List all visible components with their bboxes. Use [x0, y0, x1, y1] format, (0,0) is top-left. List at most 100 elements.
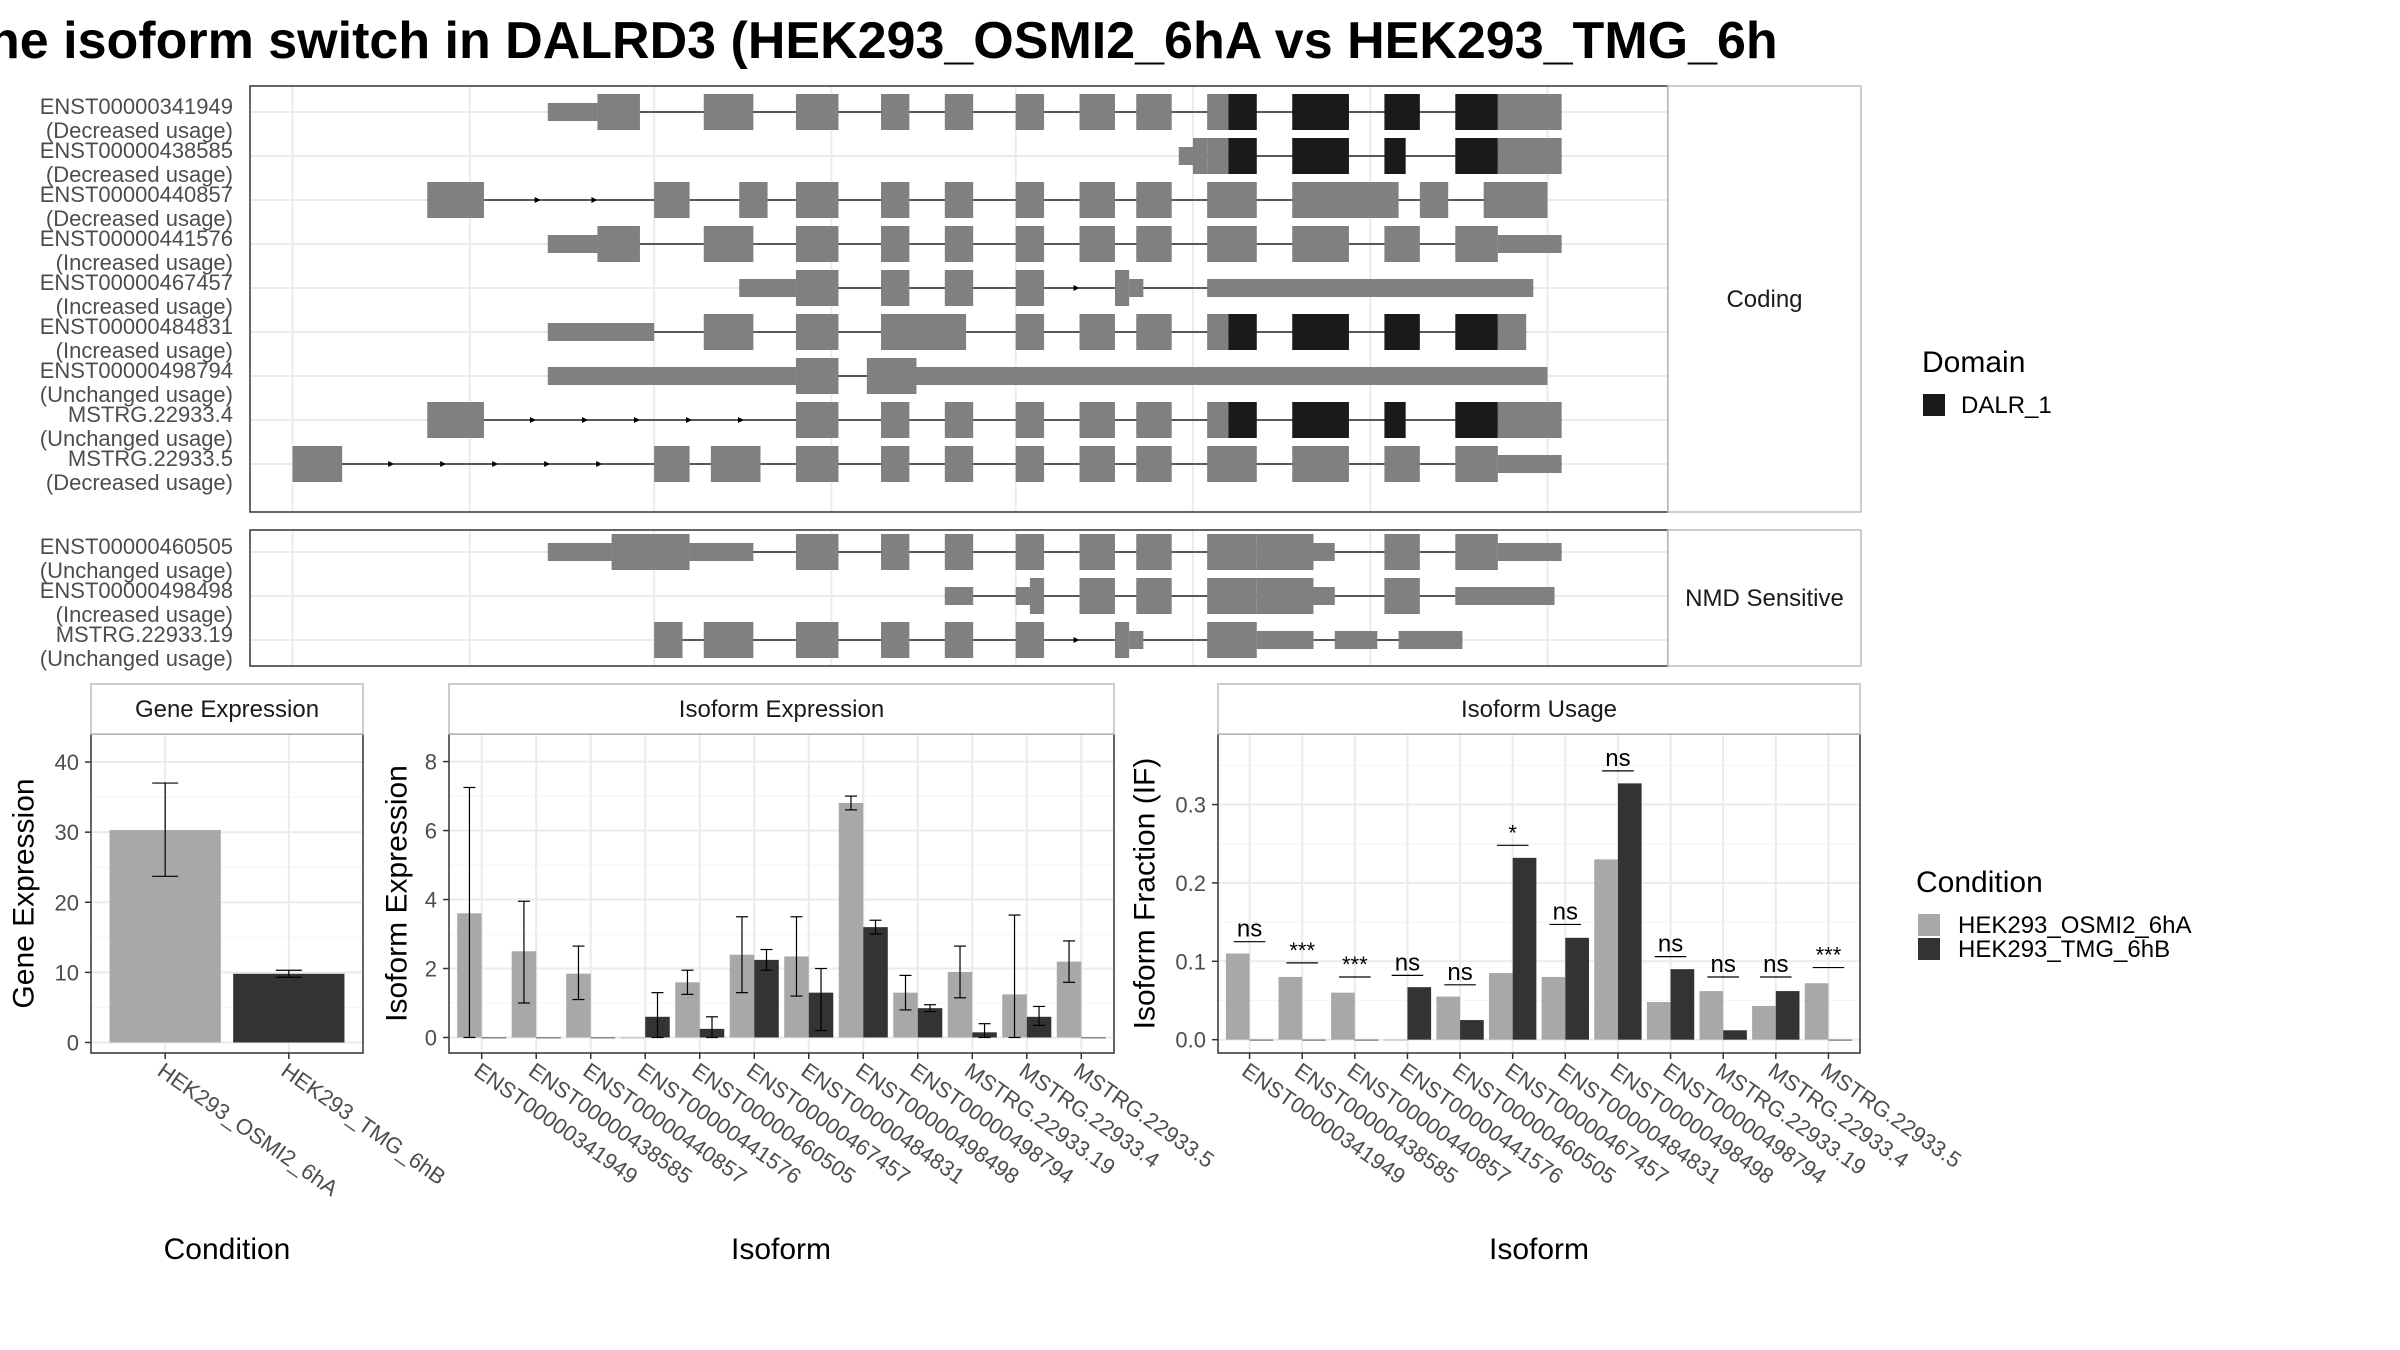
facet-strip-label: Coding	[1726, 286, 1802, 313]
exon	[654, 446, 690, 482]
exon	[881, 226, 910, 262]
exon	[1384, 534, 1420, 570]
exon	[881, 314, 967, 350]
exon	[1207, 182, 1257, 218]
direction-arrow	[1073, 637, 1080, 643]
exon	[881, 402, 910, 438]
significance-label: ***	[1816, 943, 1842, 968]
domain-exon	[1292, 402, 1349, 438]
bar	[1699, 991, 1724, 1040]
bar	[838, 802, 864, 1038]
exon	[1015, 314, 1045, 350]
domain-exon	[1228, 314, 1257, 350]
exon	[1079, 446, 1115, 482]
exon	[654, 182, 690, 218]
exon	[866, 358, 917, 394]
exon	[1114, 622, 1130, 658]
exon	[547, 323, 655, 341]
y-axis-title: Isoform Fraction (IF)	[1129, 758, 1162, 1030]
direction-arrow	[737, 417, 744, 423]
isoform-track	[427, 182, 1548, 218]
bar	[754, 959, 779, 1038]
exon	[916, 367, 1548, 385]
exon	[547, 235, 598, 253]
isoform-status-label: (Decreased usage)	[46, 162, 233, 187]
facet-strip	[1217, 683, 1861, 735]
bar	[536, 1037, 561, 1039]
exon	[1114, 270, 1130, 306]
exon	[944, 446, 974, 482]
direction-arrow	[581, 417, 588, 423]
isoform-id-label: ENST00000498498	[40, 578, 233, 603]
isoform-id-label: ENST00000341949	[40, 94, 233, 119]
direction-arrow	[492, 461, 499, 467]
bar	[1541, 976, 1566, 1040]
significance-label: ***	[1289, 938, 1315, 963]
exon	[1497, 455, 1562, 473]
exon	[1334, 631, 1378, 649]
domain-exon	[1292, 94, 1349, 130]
legend-label: HEK293_TMG_6hB	[1958, 936, 2170, 963]
isoform-track	[654, 622, 1463, 658]
exon	[944, 182, 974, 218]
exon	[1015, 622, 1045, 658]
panel-title: Isoform Expression	[679, 696, 884, 723]
exon	[1497, 138, 1562, 174]
isoform-track	[547, 534, 1562, 570]
domain-exon	[1228, 138, 1257, 174]
exon	[1207, 279, 1534, 297]
isoform-id-label: MSTRG.22933.5	[68, 446, 233, 471]
exon	[703, 622, 754, 658]
isoform-track	[1178, 138, 1562, 174]
domain-exon	[1384, 314, 1420, 350]
exon	[1207, 138, 1229, 174]
bar	[863, 927, 888, 1038]
exon	[944, 270, 974, 306]
facet-strip	[1667, 529, 1862, 667]
exon	[1455, 446, 1498, 482]
bar	[620, 1037, 646, 1039]
chart-panel-1: Isoform Expression02468ENST00000341949EN…	[381, 683, 1219, 1266]
exon	[944, 534, 974, 570]
exon	[1419, 182, 1449, 218]
bar	[1407, 987, 1432, 1040]
exon	[739, 182, 768, 218]
exon	[795, 402, 839, 438]
bar	[233, 973, 345, 1043]
exon	[1207, 622, 1257, 658]
exon	[1398, 631, 1463, 649]
y-tick-label: 0	[425, 1025, 437, 1050]
y-tick-label: 10	[55, 960, 79, 985]
exon	[1207, 534, 1257, 570]
isoform-status-label: (Unchanged usage)	[40, 646, 233, 671]
exon	[944, 622, 974, 658]
exon	[703, 226, 754, 262]
exon	[547, 367, 796, 385]
direction-arrow	[633, 417, 640, 423]
exon	[1136, 534, 1172, 570]
isoform-status-label: (Decreased usage)	[46, 470, 233, 495]
bar	[1026, 1016, 1052, 1038]
isoform-id-label: ENST00000460505	[40, 534, 233, 559]
exon	[1313, 543, 1335, 561]
exon	[1136, 314, 1172, 350]
exon	[689, 543, 754, 561]
bar	[1617, 783, 1642, 1040]
exon	[881, 270, 910, 306]
facet-strip-label: NMD Sensitive	[1685, 585, 1844, 612]
exon	[1384, 226, 1420, 262]
domain-exon	[1292, 138, 1349, 174]
isoform-status-label: (Increased usage)	[56, 250, 233, 275]
isoform-status-label: (Unchanged usage)	[40, 558, 233, 583]
bar	[1670, 969, 1695, 1040]
bar	[1383, 1039, 1408, 1041]
bar	[1775, 991, 1800, 1040]
legend-swatch	[1918, 938, 1940, 960]
exon	[795, 534, 839, 570]
exon	[1178, 147, 1193, 165]
bar	[1594, 859, 1618, 1040]
structure-panel-nmd: ENST00000460505(Unchanged usage)ENST0000…	[40, 529, 1862, 671]
isoform-id-label: ENST00000467457	[40, 270, 233, 295]
bar	[1752, 1005, 1776, 1040]
